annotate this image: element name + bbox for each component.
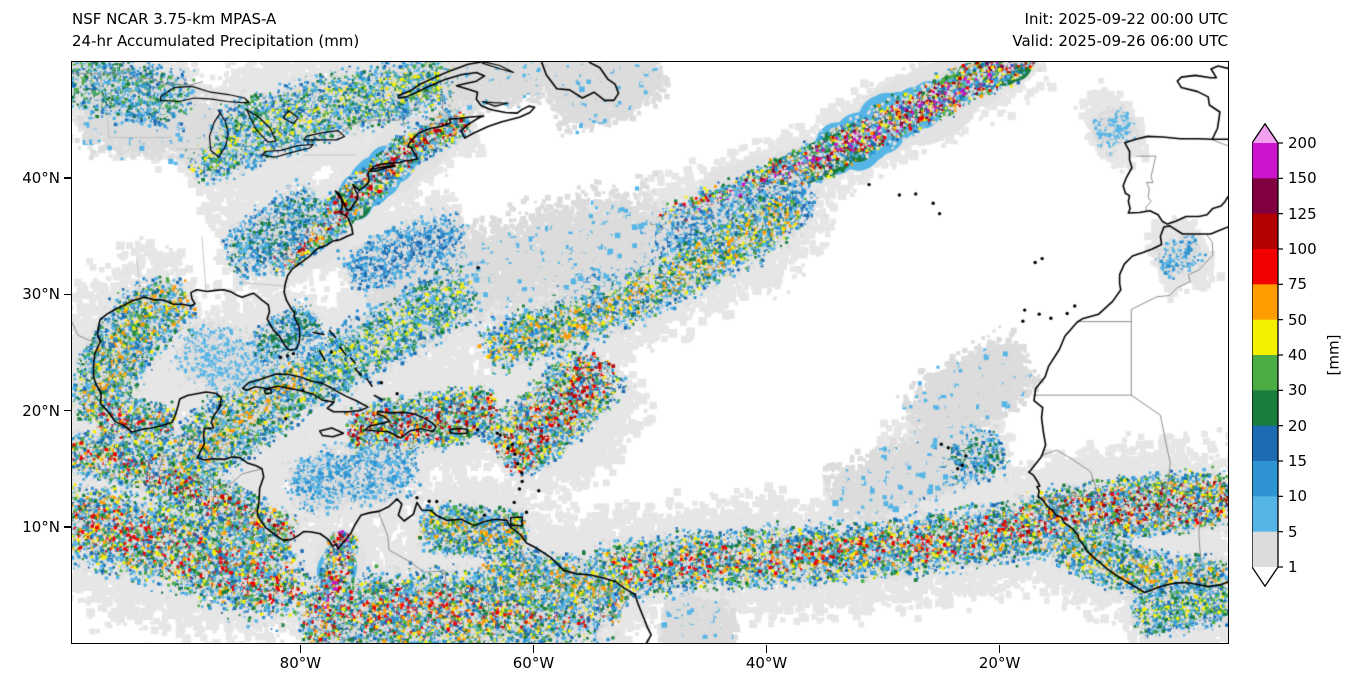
colorbar-tick-label: 200 bbox=[1288, 134, 1317, 152]
run-times: Init: 2025-09-22 00:00 UTC Valid: 2025-0… bbox=[1012, 8, 1228, 52]
lon-tick-mark bbox=[998, 645, 1001, 653]
lon-tick-mark bbox=[765, 645, 768, 653]
lon-tick-mark bbox=[299, 645, 302, 653]
colorbar bbox=[1251, 122, 1316, 588]
colorbar-unit-label: [mm] bbox=[1318, 295, 1348, 415]
lon-tick-label: 40°W bbox=[745, 654, 788, 672]
lat-tick-label: 40°N bbox=[22, 169, 60, 188]
colorbar-tick-label: 100 bbox=[1288, 240, 1317, 258]
lat-tick-label: 20°N bbox=[22, 401, 60, 420]
colorbar-tick-label: 75 bbox=[1288, 275, 1308, 294]
colorbar-tick-label: 30 bbox=[1288, 381, 1308, 400]
colorbar-tick-label: 125 bbox=[1288, 204, 1317, 223]
colorbar-tick-label: 20 bbox=[1288, 416, 1308, 435]
init-time: Init: 2025-09-22 00:00 UTC bbox=[1024, 10, 1228, 28]
map-frame bbox=[71, 61, 1229, 644]
lat-tick-mark bbox=[64, 177, 72, 179]
precipitation-map-canvas bbox=[72, 62, 1228, 643]
colorbar-svg bbox=[1251, 122, 1283, 588]
plot-title: NSF NCAR 3.75-km MPAS-A 24-hr Accumulate… bbox=[72, 8, 359, 52]
colorbar-tick-label: 10 bbox=[1288, 487, 1308, 506]
variable-name: 24-hr Accumulated Precipitation (mm) bbox=[72, 32, 360, 50]
colorbar-tick-label: 40 bbox=[1288, 346, 1308, 364]
colorbar-tick-label: 150 bbox=[1288, 169, 1317, 188]
lat-tick-mark bbox=[64, 293, 72, 296]
lon-tick-label: 80°W bbox=[279, 654, 322, 672]
lat-tick-mark bbox=[64, 526, 72, 528]
colorbar-unit-text: [mm] bbox=[1324, 334, 1342, 376]
colorbar-tick-label: 5 bbox=[1288, 522, 1298, 541]
lat-tick-mark bbox=[64, 409, 72, 412]
colorbar-tick-label: 50 bbox=[1288, 310, 1308, 329]
lat-tick-label: 30°N bbox=[22, 285, 60, 304]
colorbar-tick-label: 1 bbox=[1288, 558, 1298, 576]
model-name: NSF NCAR 3.75-km MPAS-A bbox=[72, 10, 277, 28]
lat-tick-label: 10°N bbox=[22, 517, 60, 536]
valid-time: Valid: 2025-09-26 06:00 UTC bbox=[1012, 32, 1228, 50]
lon-tick-mark bbox=[532, 645, 535, 653]
lon-tick-label: 60°W bbox=[512, 654, 555, 672]
lon-tick-label: 20°W bbox=[978, 654, 1021, 672]
colorbar-tick-label: 15 bbox=[1288, 452, 1308, 470]
